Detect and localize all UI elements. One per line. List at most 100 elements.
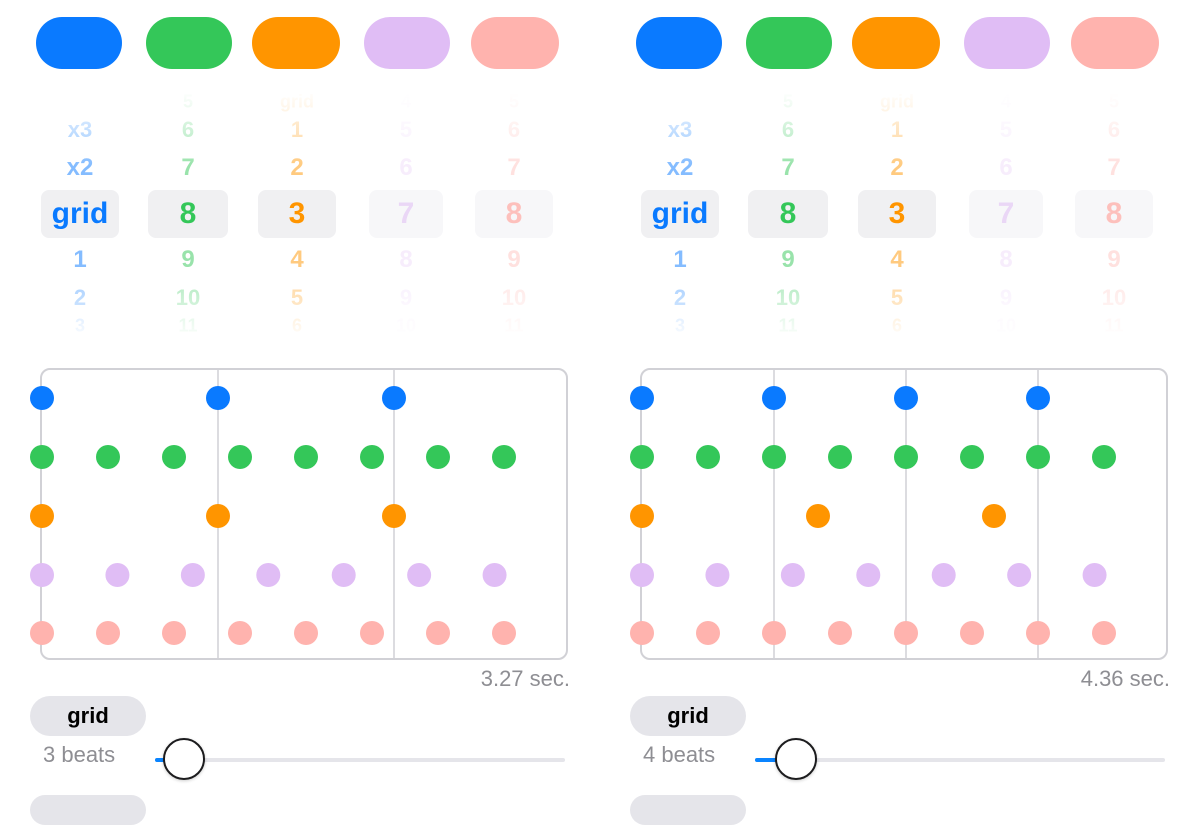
picker-column[interactable]: 4 5 6 7 8 9 10 <box>361 90 451 342</box>
picker-item[interactable]: 9 <box>999 285 1013 310</box>
voice-button-pink[interactable] <box>1071 17 1159 69</box>
picker-column[interactable]: x3 x2 grid 1 2 3 <box>35 90 125 342</box>
picker-column[interactable]: 5 6 7 8 9 10 11 <box>143 90 233 342</box>
picker-item[interactable]: grid <box>280 91 314 112</box>
beat-dot <box>828 445 852 469</box>
voice-button-orange[interactable] <box>852 17 940 69</box>
division-picker[interactable]: x3 x2 grid 1 2 3 5 6 7 8 9 10 11 grid 1 2 3 4 5 6 4 5 6 7 8 9 10 5 6… <box>0 90 600 342</box>
picker-item[interactable]: 7 <box>1107 154 1121 181</box>
division-picker[interactable]: x3 x2 grid 1 2 3 5 6 7 8 9 10 11 grid 1 2 3 4 5 6 4 5 6 7 8 9 10 5 6… <box>600 90 1200 342</box>
picker-column[interactable]: grid 1 2 3 4 5 6 <box>852 90 942 342</box>
picker-item[interactable]: 5 <box>290 285 304 310</box>
picker-column[interactable]: 5 6 7 8 9 10 11 <box>1069 90 1159 342</box>
beat-dot <box>228 445 252 469</box>
voice-button-green[interactable] <box>746 17 832 69</box>
picker-item[interactable]: 10 <box>1101 285 1127 310</box>
picker-item[interactable]: 6 <box>291 315 302 336</box>
picker-item[interactable]: x3 <box>67 117 93 142</box>
voice-button-blue[interactable] <box>36 17 122 69</box>
picker-item[interactable]: 9 <box>1107 246 1121 273</box>
picker-item[interactable]: 5 <box>508 91 519 112</box>
picker-item[interactable]: 11 <box>504 315 524 336</box>
picker-item[interactable]: 5 <box>999 117 1013 142</box>
voice-button-blue[interactable] <box>636 17 722 69</box>
picker-item[interactable]: 10 <box>501 285 527 310</box>
picker-item[interactable]: 2 <box>73 285 87 310</box>
picker-item[interactable]: 11 <box>778 315 798 336</box>
picker-item[interactable]: 3 <box>74 315 85 336</box>
picker-selected-item[interactable]: grid <box>651 197 709 230</box>
picker-column[interactable]: 4 5 6 7 8 9 10 <box>961 90 1051 342</box>
picker-item[interactable]: 1 <box>673 246 687 273</box>
picker-selected-item[interactable]: 3 <box>888 197 906 230</box>
voice-button-pink[interactable] <box>471 17 559 69</box>
picker-item[interactable]: 9 <box>781 246 795 273</box>
picker-item[interactable]: 4 <box>400 91 411 112</box>
picker-selected-item[interactable]: 8 <box>779 197 797 230</box>
picker-item[interactable]: 5 <box>182 91 193 112</box>
picker-selected-item[interactable]: 8 <box>1105 197 1123 230</box>
picker-selected-item[interactable]: grid <box>51 197 109 230</box>
beats-slider-track[interactable] <box>155 758 565 762</box>
picker-selected-item[interactable]: 8 <box>179 197 197 230</box>
picker-item[interactable]: 2 <box>290 154 304 181</box>
voice-button-orange[interactable] <box>252 17 340 69</box>
picker-item[interactable]: 5 <box>399 117 413 142</box>
beats-slider-thumb[interactable] <box>775 738 817 780</box>
picker-item[interactable]: 6 <box>781 117 795 142</box>
picker-item[interactable]: grid <box>880 91 914 112</box>
picker-item[interactable]: 2 <box>673 285 687 310</box>
picker-item[interactable]: 11 <box>1104 315 1124 336</box>
picker-item[interactable]: 5 <box>890 285 904 310</box>
picker-item[interactable]: 9 <box>399 285 413 310</box>
picker-item[interactable]: 10 <box>395 315 417 336</box>
picker-item[interactable]: 10 <box>775 285 801 310</box>
beat-dot <box>228 621 252 645</box>
beats-slider-thumb[interactable] <box>162 738 205 780</box>
picker-item[interactable]: 3 <box>674 315 685 336</box>
picker-item[interactable]: 8 <box>999 246 1013 273</box>
picker-item[interactable]: 6 <box>507 117 521 142</box>
picker-column[interactable]: 5 6 7 8 9 10 11 <box>743 90 833 342</box>
picker-column[interactable]: x3 x2 grid 1 2 3 <box>635 90 725 342</box>
picker-item[interactable]: 4 <box>290 246 304 273</box>
picker-selected-item[interactable]: 8 <box>505 197 523 230</box>
picker-item[interactable]: 11 <box>178 315 198 336</box>
picker-item[interactable]: 5 <box>782 91 793 112</box>
picker-item[interactable]: 4 <box>890 246 904 273</box>
picker-item[interactable]: 10 <box>175 285 201 310</box>
picker-item[interactable]: x3 <box>667 117 693 142</box>
picker-item[interactable]: 6 <box>399 154 413 181</box>
picker-item[interactable]: 1 <box>73 246 87 273</box>
picker-item[interactable]: 6 <box>891 315 902 336</box>
grid-mode-button[interactable]: grid <box>630 696 746 736</box>
picker-item[interactable]: 5 <box>1108 91 1119 112</box>
picker-item[interactable]: 6 <box>999 154 1013 181</box>
voice-button-purple[interactable] <box>364 17 450 69</box>
picker-item[interactable]: 2 <box>890 154 904 181</box>
picker-item[interactable]: 9 <box>181 246 195 273</box>
picker-item[interactable]: 8 <box>399 246 413 273</box>
voice-button-purple[interactable] <box>964 17 1050 69</box>
picker-item[interactable]: 9 <box>507 246 521 273</box>
picker-selected-item[interactable]: 7 <box>997 197 1015 230</box>
picker-item[interactable]: 7 <box>181 154 195 181</box>
picker-item[interactable]: 6 <box>181 117 195 142</box>
picker-item[interactable]: 1 <box>290 117 304 142</box>
picker-item[interactable]: 1 <box>890 117 904 142</box>
picker-selected-item[interactable]: 3 <box>288 197 306 230</box>
grid-mode-button[interactable]: grid <box>30 696 146 736</box>
voice-button-green[interactable] <box>146 17 232 69</box>
picker-item[interactable]: 6 <box>1107 117 1121 142</box>
picker-item[interactable]: x2 <box>66 154 94 181</box>
beat-dot <box>705 563 730 587</box>
picker-item[interactable]: 7 <box>781 154 795 181</box>
picker-item[interactable]: x2 <box>666 154 694 181</box>
picker-selection-highlight <box>858 190 936 238</box>
picker-column[interactable]: grid 1 2 3 4 5 6 <box>252 90 342 342</box>
picker-column[interactable]: 5 6 7 8 9 10 11 <box>469 90 559 342</box>
picker-item[interactable]: 7 <box>507 154 521 181</box>
picker-item[interactable]: 10 <box>995 315 1017 336</box>
picker-item[interactable]: 4 <box>1000 91 1011 112</box>
picker-selected-item[interactable]: 7 <box>397 197 415 230</box>
